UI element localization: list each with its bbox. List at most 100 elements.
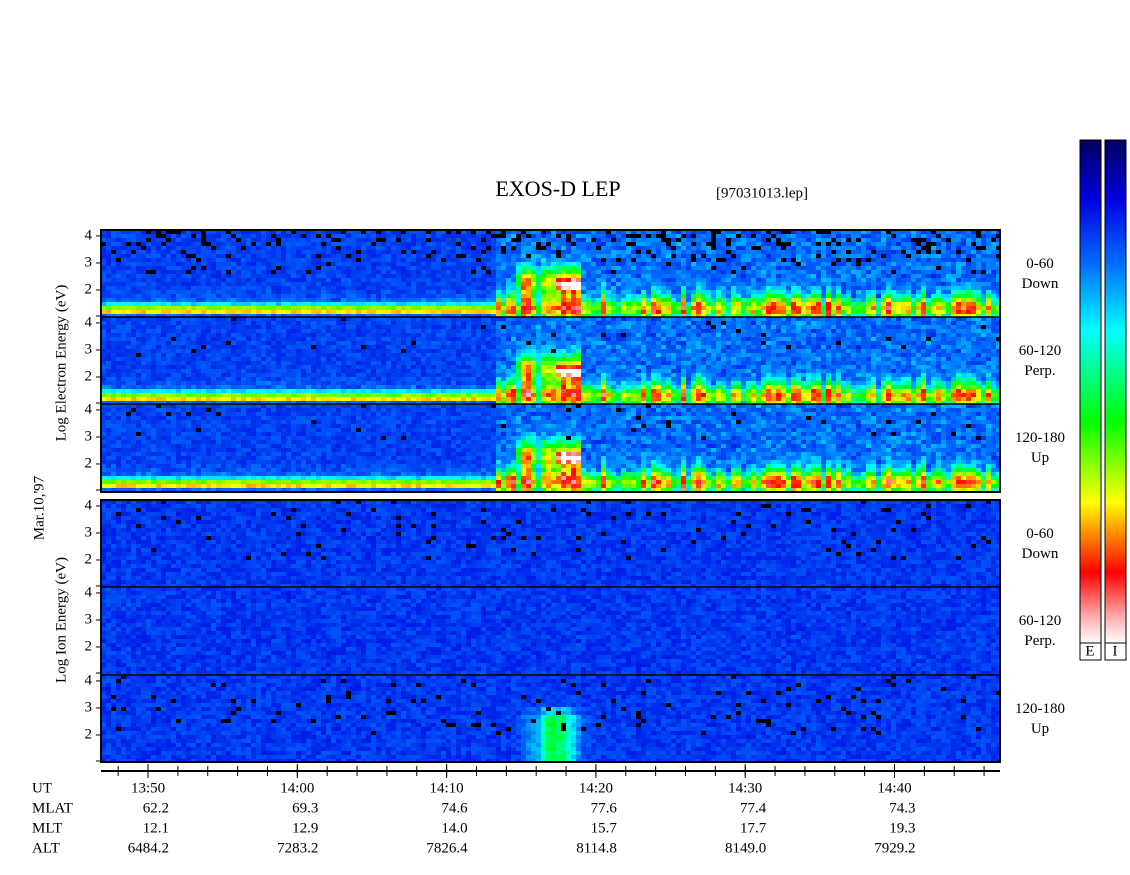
spectrogram-cell: [326, 298, 331, 302]
spectrogram-cell: [216, 373, 221, 377]
spectrogram-cell: [416, 250, 421, 254]
spectrogram-cell: [761, 302, 766, 306]
spectrogram-cell: [746, 266, 751, 270]
spectrogram-cell: [576, 246, 581, 250]
spectrogram-cell: [796, 298, 801, 302]
spectrogram-cell: [156, 361, 161, 365]
spectrogram-cell: [196, 310, 201, 314]
spectrogram-cell: [126, 298, 131, 302]
spectrogram-cell: [286, 254, 291, 258]
spectrogram-cell: [121, 290, 126, 294]
spectrogram-cell: [996, 302, 1001, 306]
spectrogram-cell: [281, 369, 286, 373]
spectrogram-cell: [226, 365, 231, 369]
spectrogram-cell: [431, 230, 436, 234]
spectrogram-cell: [961, 242, 966, 246]
spectrogram-cell: [706, 230, 711, 234]
spectrogram-cell: [276, 345, 281, 349]
spectrogram-cell: [306, 242, 311, 246]
spectrogram-cell: [226, 286, 231, 290]
spectrogram-cell: [801, 242, 806, 246]
spectrogram-cell: [101, 329, 106, 333]
spectrogram-cell: [381, 310, 386, 314]
spectrogram-cell: [211, 286, 216, 290]
spectrogram-cell: [646, 310, 651, 314]
spectrogram-cell: [281, 349, 286, 353]
spectrogram-cell: [476, 250, 481, 254]
spectrogram-cell: [321, 262, 326, 266]
spectrogram-cell: [211, 353, 216, 357]
spectrogram-cell: [456, 274, 461, 278]
spectrogram-cell: [251, 298, 256, 302]
spectrogram-cell: [296, 278, 301, 282]
spectrogram-cell: [946, 278, 951, 282]
spectrogram-cell: [796, 266, 801, 270]
spectrogram-cell: [331, 369, 336, 373]
spectrogram-cell: [916, 302, 921, 306]
spectrogram-cell: [791, 306, 796, 310]
spectrogram-cell: [201, 238, 206, 242]
spectrogram-cell: [796, 262, 801, 266]
spectrogram-cell: [941, 314, 946, 318]
spectrogram-cell: [411, 270, 416, 274]
spectrogram-cell: [531, 286, 536, 290]
spectrogram-cell: [386, 278, 391, 282]
spectrogram-cell: [736, 238, 741, 242]
spectrogram-cell: [216, 349, 221, 353]
spectrogram-cell: [821, 238, 826, 242]
spectrogram-cell: [896, 290, 901, 294]
spectrogram-cell: [321, 294, 326, 298]
spectrogram-cell: [421, 234, 426, 238]
spectrogram-cell: [816, 270, 821, 274]
spectrogram-cell: [621, 274, 626, 278]
spectrogram-cell: [381, 266, 386, 270]
spectrogram-cell: [131, 294, 136, 298]
spectrogram-cell: [261, 258, 266, 262]
spectrogram-cell: [201, 369, 206, 373]
spectrogram-cell: [506, 290, 511, 294]
spectrogram-cell: [856, 290, 861, 294]
spectrogram-cell: [831, 298, 836, 302]
spectrogram-cell: [406, 242, 411, 246]
spectrogram-cell: [806, 250, 811, 254]
spectrogram-cell: [836, 266, 841, 270]
spectrogram-cell: [456, 294, 461, 298]
spectrogram-cell: [191, 302, 196, 306]
spectrogram-cell: [391, 278, 396, 282]
spectrogram-cell: [731, 294, 736, 298]
spectrogram-cell: [461, 306, 466, 310]
spectrogram-cell: [561, 286, 566, 290]
spectrogram-cell: [216, 254, 221, 258]
spectrogram-cell: [921, 282, 926, 286]
spectrogram-cell: [261, 321, 266, 325]
spectrogram-cell: [741, 250, 746, 254]
spectrogram-cell: [341, 250, 346, 254]
spectrogram-cell: [921, 286, 926, 290]
spectrogram-cell: [236, 250, 241, 254]
spectrogram-cell: [411, 278, 416, 282]
spectrogram-cell: [171, 254, 176, 258]
spectrogram-cell: [236, 349, 241, 353]
spectrogram-cell: [826, 314, 831, 318]
spectrogram-cell: [276, 238, 281, 242]
spectrogram-cell: [246, 298, 251, 302]
spectrogram-cell: [256, 290, 261, 294]
spectrogram-cell: [326, 270, 331, 274]
spectrogram-cell: [806, 298, 811, 302]
spectrogram-cell: [966, 314, 971, 318]
spectrogram-cell: [281, 266, 286, 270]
spectrogram-cell: [316, 365, 321, 369]
spectrogram-cell: [376, 242, 381, 246]
spectrogram-cell: [661, 282, 666, 286]
spectrogram-cell: [286, 286, 291, 290]
spectrogram-cell: [401, 234, 406, 238]
spectrogram-cell: [546, 246, 551, 250]
spectrogram-cell: [196, 290, 201, 294]
spectrogram-cell: [181, 357, 186, 361]
spectrogram-cell: [911, 242, 916, 246]
spectrogram-cell: [391, 310, 396, 314]
spectrogram-cell: [361, 242, 366, 246]
spectrogram-cell: [471, 254, 476, 258]
spectrogram-cell: [171, 290, 176, 294]
spectrogram-cell: [101, 357, 106, 361]
